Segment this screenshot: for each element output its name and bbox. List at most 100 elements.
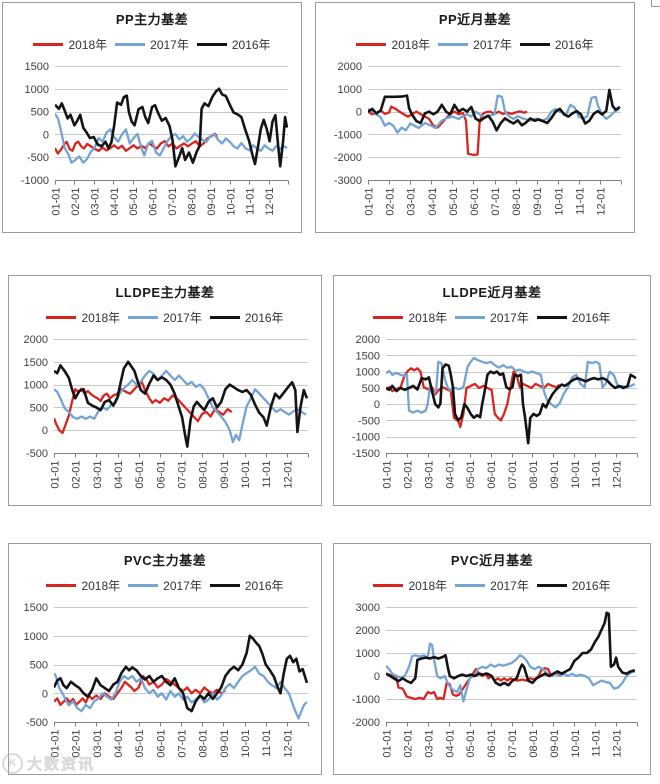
svg-text:08-01: 08-01	[528, 461, 540, 489]
svg-text:2000: 2000	[356, 625, 380, 637]
svg-text:12-01: 12-01	[264, 188, 276, 216]
svg-text:0: 0	[374, 399, 380, 411]
svg-text:1000: 1000	[24, 631, 48, 643]
legend-label: 2017年	[490, 310, 529, 325]
legend-line-swatch-black	[536, 315, 567, 319]
svg-text:06-01: 06-01	[155, 730, 167, 758]
x-axis-tick-labels: 01-01 02-01 03-01 04-01 05-01 06-01 07-01 08-01…	[364, 188, 608, 216]
svg-text:1000: 1000	[24, 380, 48, 392]
x-axis	[55, 180, 289, 185]
svg-text:500: 500	[30, 402, 48, 414]
legend-item-2016: 2016年	[536, 577, 611, 594]
chart-card-pp-main-basis: PP主力基差 2018年 2017年 2016年 1500 1000 500 0 -50…	[2, 2, 302, 233]
svg-text:500: 500	[30, 660, 48, 672]
svg-text:-500: -500	[26, 448, 48, 460]
svg-text:07-01: 07-01	[177, 730, 189, 758]
svg-text:11-01: 11-01	[591, 461, 603, 488]
series-line-2018年	[55, 132, 219, 155]
legend-item-2018: 2018年	[373, 309, 447, 326]
chart-legend: 2018年 2017年 2016年	[334, 577, 650, 593]
y-axis-tick-labels: 1500 1000 500 0 -500 -1000	[21, 61, 49, 187]
svg-text:06-01: 06-01	[469, 188, 481, 216]
svg-text:-500: -500	[27, 152, 49, 164]
chart-legend: 2018年 2017年 2016年	[9, 577, 321, 593]
svg-text:06-01: 06-01	[486, 461, 498, 489]
svg-text:01-01: 01-01	[50, 461, 62, 489]
svg-text:02-01: 02-01	[402, 730, 414, 758]
svg-text:08-01: 08-01	[198, 461, 210, 489]
svg-text:05-01: 05-01	[134, 730, 146, 758]
legend-item-2017: 2017年	[438, 36, 512, 53]
svg-text:0: 0	[374, 671, 380, 683]
legend-item-2016: 2016年	[209, 309, 284, 326]
chart-card-pvc-near-basis: PVC近月基差 2018年 2017年 2016年 3000 2000 1000 0 -…	[333, 543, 651, 775]
svg-text:-2000: -2000	[352, 717, 380, 729]
x-axis	[368, 180, 622, 185]
svg-text:07-01: 07-01	[177, 461, 189, 489]
svg-text:05-01: 05-01	[134, 461, 146, 489]
svg-text:-1000: -1000	[352, 432, 380, 444]
legend-line-swatch-red	[356, 42, 387, 46]
svg-text:12-01: 12-01	[282, 461, 294, 489]
svg-text:-1500: -1500	[352, 448, 380, 460]
chart-title: PP主力基差	[115, 12, 189, 27]
legend-item-2016: 2016年	[536, 309, 611, 326]
svg-text:10-01: 10-01	[225, 188, 237, 216]
legend-line-swatch-blue	[455, 583, 486, 587]
svg-text:1500: 1500	[356, 350, 380, 362]
svg-text:11-01: 11-01	[574, 188, 586, 215]
svg-text:-3000: -3000	[334, 175, 362, 187]
svg-text:10-01: 10-01	[240, 730, 252, 758]
svg-text:03-01: 03-01	[406, 188, 418, 216]
legend-line-swatch-black	[519, 42, 550, 46]
svg-text:12-01: 12-01	[595, 188, 607, 216]
x-axis-tick-labels: 01-01 02-01 03-01 04-01 05-01 06-01 07-01 08-01…	[382, 730, 624, 758]
svg-text:12-01: 12-01	[282, 730, 294, 758]
svg-text:1500: 1500	[24, 357, 48, 369]
svg-text:04-01: 04-01	[113, 461, 125, 489]
svg-text:03-01: 03-01	[89, 188, 101, 216]
svg-text:11-01: 11-01	[591, 730, 603, 757]
series-line-2016年	[368, 88, 621, 132]
legend-label: 2016年	[244, 310, 284, 325]
series-lines	[55, 87, 288, 168]
series-line-2018年	[54, 674, 227, 706]
series-line-2017年	[54, 369, 307, 444]
x-axis	[386, 453, 638, 458]
chart-legend: 2018年 2017年 2016年	[9, 309, 321, 325]
legend-line-swatch-blue	[115, 42, 146, 46]
legend-line-swatch-black	[209, 315, 240, 319]
gridlines	[386, 607, 637, 723]
svg-text:500: 500	[362, 383, 380, 395]
svg-text:03-01: 03-01	[423, 461, 435, 489]
chart-title: PP近月基差	[438, 12, 512, 27]
svg-text:02-01: 02-01	[71, 461, 83, 489]
svg-text:07-01: 07-01	[167, 188, 179, 216]
legend-line-swatch-red	[46, 583, 77, 587]
legend-label: 2016年	[571, 578, 611, 593]
legend-line-swatch-black	[536, 583, 567, 587]
y-axis-tick-labels: 3000 2000 1000 0 -1000 -2000	[352, 602, 380, 729]
svg-text:02-01: 02-01	[385, 188, 397, 216]
x-axis	[54, 453, 309, 458]
svg-text:1000: 1000	[25, 84, 49, 96]
legend-label: 2018年	[68, 37, 108, 52]
legend-line-swatch-blue	[438, 42, 469, 46]
svg-text:09-01: 09-01	[219, 730, 231, 758]
svg-text:12-01: 12-01	[612, 461, 624, 489]
svg-text:09-01: 09-01	[532, 188, 544, 216]
svg-text:05-01: 05-01	[128, 188, 140, 216]
legend-item-2017: 2017年	[455, 309, 529, 326]
svg-text:12-01: 12-01	[612, 730, 624, 758]
svg-text:0: 0	[43, 129, 49, 141]
svg-text:01-01: 01-01	[51, 188, 63, 216]
svg-text:05-01: 05-01	[465, 730, 477, 758]
legend-line-swatch-red	[373, 583, 404, 587]
legend-item-2017: 2017年	[115, 36, 189, 53]
svg-text:04-01: 04-01	[444, 730, 456, 758]
y-axis-tick-labels: 1500 1000 500 0 -500	[24, 602, 48, 729]
